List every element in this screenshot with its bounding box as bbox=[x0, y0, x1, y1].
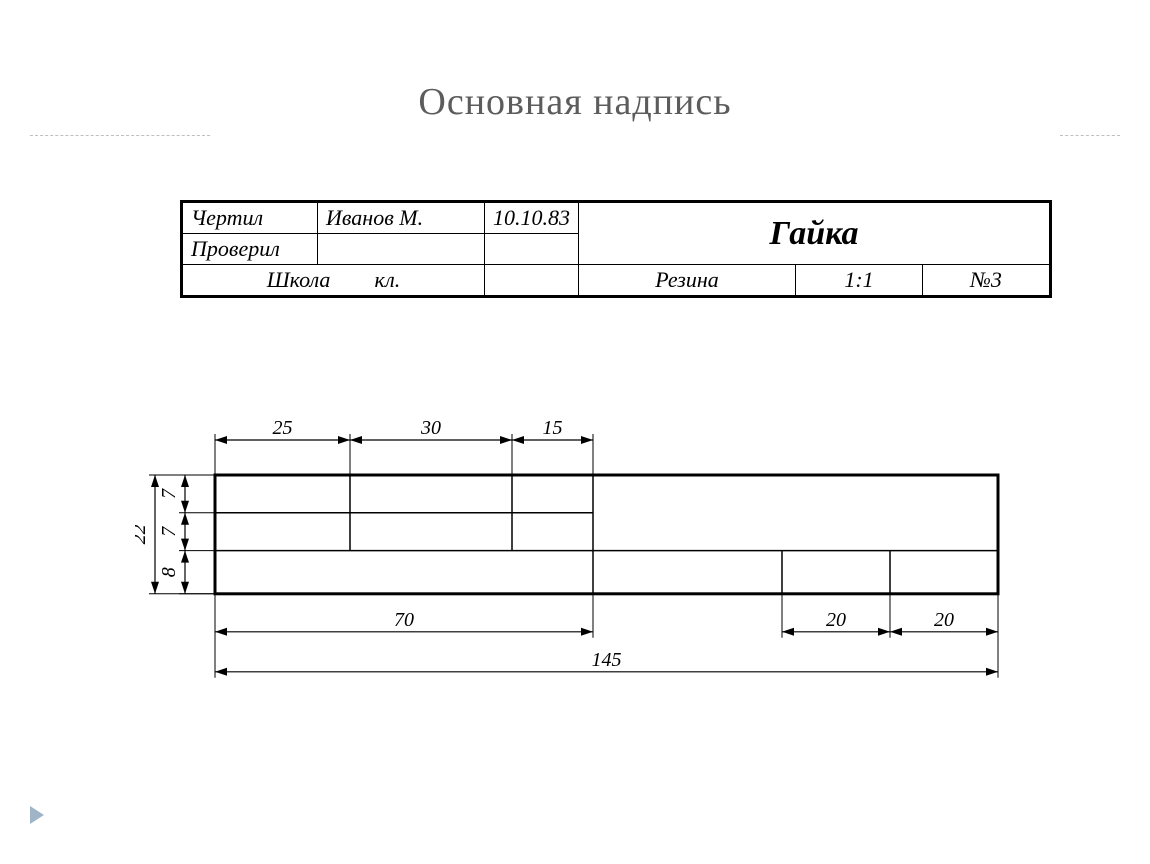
titleblock-filled: Чертил Иванов М. 10.10.83 Гайка Проверил… bbox=[180, 200, 1052, 298]
svg-text:20: 20 bbox=[934, 609, 954, 631]
page-title: Основная надпись bbox=[0, 80, 1150, 124]
svg-text:25: 25 bbox=[273, 417, 293, 439]
svg-text:22: 22 bbox=[135, 524, 150, 544]
cell-org: Школа кл. bbox=[182, 265, 485, 297]
cell-partname: Гайка bbox=[579, 202, 1051, 265]
svg-text:7: 7 bbox=[158, 488, 180, 499]
svg-text:20: 20 bbox=[826, 609, 846, 631]
rule-left-decoration bbox=[30, 135, 210, 137]
svg-text:8: 8 bbox=[158, 567, 180, 577]
cell-scale: 1:1 bbox=[796, 265, 923, 297]
rule-right-decoration bbox=[1060, 135, 1120, 137]
cell-sheet: №3 bbox=[923, 265, 1051, 297]
cell-date-drawn: 10.10.83 bbox=[485, 202, 579, 234]
cell-role-drawn: Чертил bbox=[182, 202, 318, 234]
svg-text:145: 145 bbox=[592, 649, 622, 671]
dimension-diagram: 25 30 15 70 20 20 145 7 7 8 22 bbox=[135, 395, 1055, 735]
slide-bullet-icon bbox=[30, 806, 44, 824]
cell-name-drawn: Иванов М. bbox=[318, 202, 485, 234]
svg-text:15: 15 bbox=[543, 417, 563, 439]
svg-text:7: 7 bbox=[158, 526, 180, 537]
svg-text:70: 70 bbox=[394, 609, 414, 631]
cell-material: Резина bbox=[579, 265, 796, 297]
cell-role-checked: Проверил bbox=[182, 234, 318, 265]
cell-name-checked bbox=[318, 234, 485, 265]
svg-text:30: 30 bbox=[420, 417, 441, 439]
cell-date-checked bbox=[485, 234, 579, 265]
